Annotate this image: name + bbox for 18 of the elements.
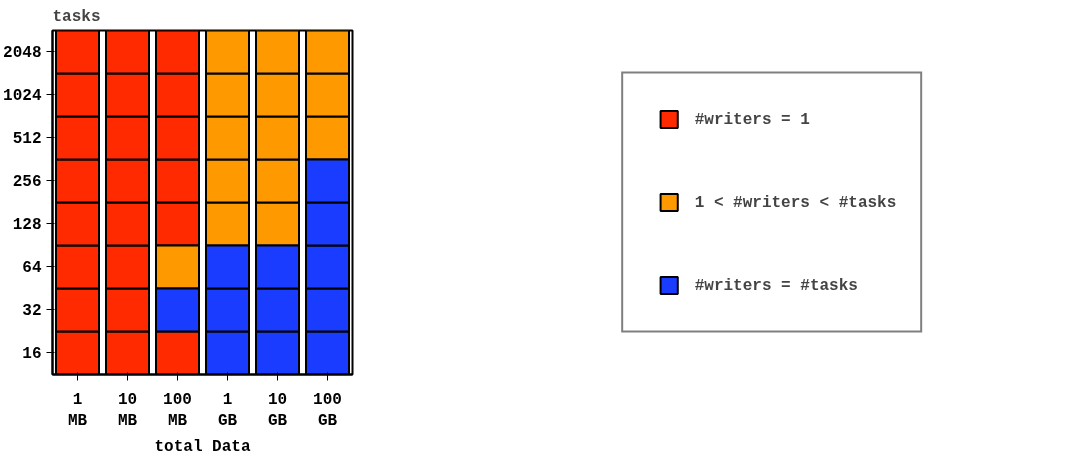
y-axis-title: tasks [52, 7, 101, 26]
y-tick-label: 128 [12, 216, 42, 235]
x-tick-label: 100 GB [313, 390, 342, 431]
y-tick-label: 32 [22, 302, 42, 321]
legend-label: #writers = #tasks [694, 276, 858, 294]
y-tick-label: 2048 [3, 44, 42, 63]
legend-label: #writers = 1 [694, 110, 810, 128]
x-tick-label: 10 GB [267, 390, 288, 431]
x-tick-label: 10 MB [117, 390, 138, 431]
legend-label: 1 < #writers < #tasks [694, 193, 897, 211]
y-tick-label: 1024 [3, 87, 42, 106]
x-tick-label: 1 MB [67, 390, 88, 431]
x-axis-title: total Data [154, 438, 251, 457]
y-tick-label: 256 [12, 173, 42, 192]
y-tick-label: 64 [22, 259, 42, 278]
x-tick-label: 1 GB [217, 390, 238, 431]
y-tick-label: 16 [22, 345, 42, 364]
y-tick-label: 512 [12, 130, 42, 149]
